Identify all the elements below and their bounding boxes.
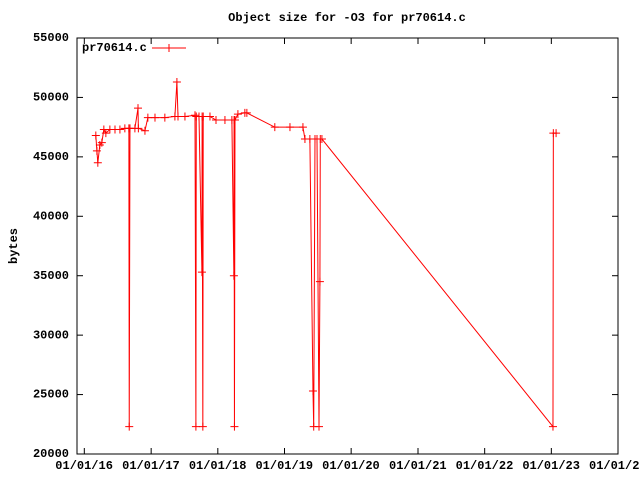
y-tick-label: 25000 — [33, 388, 69, 402]
data-point — [298, 123, 307, 132]
data-point — [125, 422, 134, 431]
data-point — [191, 422, 200, 431]
data-point — [92, 146, 101, 155]
series-line — [95, 81, 557, 429]
y-tick-label: 40000 — [33, 209, 69, 223]
data-point — [160, 113, 169, 122]
y-axis-label: bytes — [7, 228, 21, 264]
x-tick-label: 01/01/17 — [122, 459, 180, 473]
data-point — [134, 104, 143, 113]
data-point — [230, 422, 239, 431]
y-tick-label: 50000 — [33, 91, 69, 105]
data-point — [190, 111, 199, 120]
data-point — [308, 387, 317, 396]
data-point — [548, 422, 557, 431]
y-tick-label: 45000 — [33, 150, 69, 164]
data-point — [205, 112, 214, 121]
legend-label: pr70614.c — [82, 41, 147, 55]
x-tick-label: 01/01/19 — [255, 459, 313, 473]
data-point — [174, 112, 183, 121]
data-point — [315, 277, 324, 286]
data-point — [172, 77, 181, 86]
x-tick-label: 01/01/23 — [522, 459, 580, 473]
data-point — [115, 125, 124, 134]
y-tick-label: 30000 — [33, 328, 69, 342]
data-point — [91, 131, 100, 140]
x-tick-label: 01/01/16 — [55, 459, 113, 473]
y-tick-label: 55000 — [33, 31, 69, 45]
data-point — [230, 116, 239, 125]
x-tick-label: 01/01/20 — [322, 459, 380, 473]
data-point — [197, 268, 206, 277]
y-tick-label: 20000 — [33, 447, 69, 461]
data-point — [180, 112, 189, 121]
data-point — [93, 158, 102, 167]
data-point — [134, 124, 143, 133]
data-point — [315, 422, 324, 431]
data-point — [233, 110, 242, 119]
data-point — [150, 113, 159, 122]
data-point — [101, 129, 110, 138]
data-point — [199, 112, 208, 121]
data-point — [242, 108, 251, 117]
chart-title: Object size for -O3 for pr70614.c — [228, 11, 466, 25]
x-tick-label: 01/01/2 — [589, 459, 639, 473]
x-tick-label: 01/01/22 — [456, 459, 514, 473]
data-point — [211, 116, 220, 125]
data-point — [285, 123, 294, 132]
data-point — [97, 138, 106, 147]
y-tick-label: 35000 — [33, 269, 69, 283]
data-point — [220, 116, 229, 125]
plot-frame — [76, 37, 619, 455]
data-point — [229, 271, 238, 280]
data-point — [140, 126, 149, 135]
x-tick-label: 01/01/21 — [389, 459, 447, 473]
data-point — [198, 422, 207, 431]
x-tick-label: 01/01/18 — [189, 459, 247, 473]
data-point — [552, 129, 561, 138]
data-point — [270, 123, 279, 132]
data-point — [143, 113, 152, 122]
data-point — [317, 135, 326, 144]
legend-marker — [165, 44, 173, 52]
